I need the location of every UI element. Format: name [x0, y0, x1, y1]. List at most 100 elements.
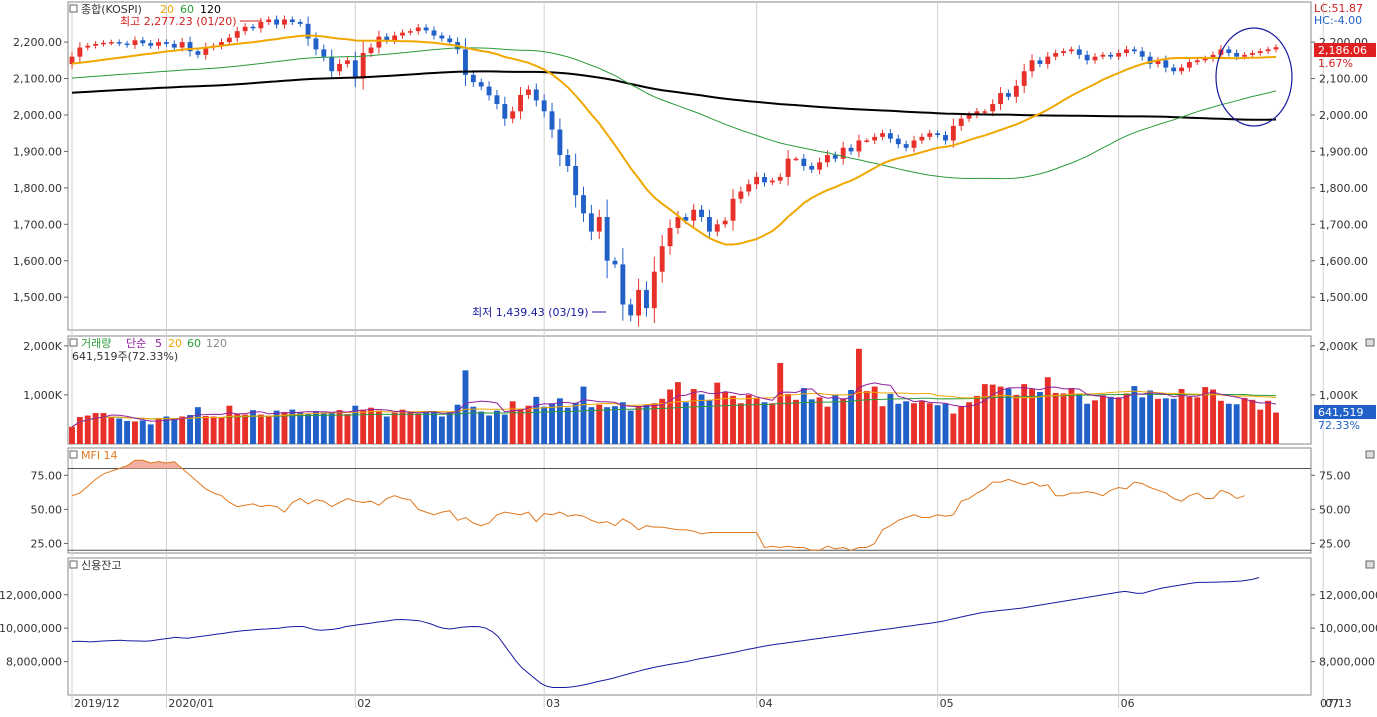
candle[interactable]: [1179, 67, 1185, 72]
candle[interactable]: [266, 19, 272, 23]
volume-bar[interactable]: [179, 416, 186, 444]
candle[interactable]: [943, 135, 948, 141]
panel-toggle-icon[interactable]: [69, 450, 78, 459]
candle[interactable]: [423, 27, 429, 31]
candle[interactable]: [1084, 54, 1090, 61]
candle[interactable]: [478, 82, 484, 87]
volume-bar[interactable]: [1194, 397, 1201, 444]
volume-bar[interactable]: [627, 410, 634, 444]
candle[interactable]: [880, 133, 885, 137]
volume-bar[interactable]: [454, 404, 461, 444]
volume-bar[interactable]: [619, 402, 626, 444]
candle[interactable]: [809, 166, 815, 170]
candle[interactable]: [769, 180, 775, 183]
candle[interactable]: [156, 42, 162, 46]
volume-bar[interactable]: [863, 390, 870, 444]
candle[interactable]: [856, 140, 862, 152]
candle[interactable]: [1037, 60, 1043, 64]
candle[interactable]: [321, 49, 327, 57]
volume-bar[interactable]: [785, 393, 792, 444]
candle[interactable]: [525, 89, 531, 95]
mfi-panel[interactable]: [68, 459, 1311, 551]
candle[interactable]: [502, 104, 508, 119]
candle[interactable]: [573, 166, 579, 196]
candle[interactable]: [675, 217, 681, 228]
candle[interactable]: [1013, 85, 1019, 97]
volume-bar[interactable]: [1249, 399, 1256, 444]
volume-bar[interactable]: [533, 396, 540, 444]
candle[interactable]: [644, 289, 649, 309]
candle[interactable]: [541, 100, 547, 112]
candle[interactable]: [148, 43, 154, 46]
volume-bar[interactable]: [1005, 388, 1012, 444]
volume-bar[interactable]: [690, 389, 697, 444]
volume-bar[interactable]: [163, 416, 170, 444]
volume-bar[interactable]: [124, 420, 131, 444]
candle[interactable]: [1186, 62, 1192, 68]
volume-bar[interactable]: [100, 413, 107, 444]
volume-bar[interactable]: [431, 411, 437, 444]
volume-bar[interactable]: [517, 408, 524, 444]
candle[interactable]: [77, 47, 83, 57]
volume-bar[interactable]: [714, 382, 721, 444]
candle[interactable]: [990, 104, 996, 112]
candle[interactable]: [289, 19, 295, 23]
volume-bar[interactable]: [682, 402, 689, 444]
candle[interactable]: [872, 136, 878, 141]
candle[interactable]: [1006, 93, 1011, 97]
volume-bar[interactable]: [958, 406, 965, 444]
volume-bar[interactable]: [840, 398, 847, 444]
volume-bar[interactable]: [1068, 388, 1075, 444]
volume-bar[interactable]: [848, 390, 854, 444]
volume-bar[interactable]: [1076, 393, 1083, 444]
volume-bar[interactable]: [808, 399, 815, 444]
volume-bar[interactable]: [391, 412, 398, 444]
volume-bar[interactable]: [1099, 395, 1106, 444]
volume-bar[interactable]: [1155, 398, 1161, 444]
candle[interactable]: [1124, 49, 1129, 54]
candle[interactable]: [1131, 49, 1137, 52]
candle[interactable]: [533, 89, 539, 101]
candle[interactable]: [368, 47, 374, 54]
candle[interactable]: [691, 209, 697, 221]
volume-bar[interactable]: [486, 415, 493, 444]
candle[interactable]: [998, 93, 1004, 105]
volume-bar[interactable]: [187, 415, 193, 444]
volume-bar[interactable]: [989, 384, 996, 444]
volume-bar[interactable]: [1210, 389, 1216, 444]
volume-bar[interactable]: [1178, 389, 1185, 444]
volume-bar[interactable]: [651, 403, 658, 444]
volume-bar[interactable]: [926, 403, 933, 444]
candle[interactable]: [1249, 53, 1255, 55]
candle[interactable]: [274, 19, 280, 25]
candle[interactable]: [1210, 54, 1216, 59]
candle[interactable]: [1273, 47, 1279, 50]
credit-legend[interactable]: 신용잔고: [69, 559, 121, 572]
volume-bar[interactable]: [966, 402, 973, 444]
candle[interactable]: [163, 42, 169, 44]
volume-bar[interactable]: [383, 416, 390, 444]
volume-bar[interactable]: [218, 417, 225, 444]
candle[interactable]: [887, 133, 893, 139]
candle[interactable]: [746, 184, 752, 192]
candle[interactable]: [352, 60, 358, 79]
candle[interactable]: [1076, 49, 1082, 55]
candle[interactable]: [958, 118, 964, 126]
candle[interactable]: [494, 95, 500, 105]
volume-bar[interactable]: [903, 401, 910, 444]
volume-bar[interactable]: [210, 416, 217, 444]
panel-toggle-icon[interactable]: [69, 338, 78, 347]
candle[interactable]: [1265, 49, 1271, 52]
candle[interactable]: [195, 51, 201, 55]
close-icon[interactable]: [1365, 338, 1375, 347]
candle[interactable]: [219, 42, 224, 46]
close-icon[interactable]: [1365, 560, 1375, 569]
candle[interactable]: [628, 304, 634, 316]
volume-bar[interactable]: [997, 386, 1004, 444]
volume-bar[interactable]: [549, 403, 555, 444]
candle[interactable]: [848, 147, 854, 152]
candle[interactable]: [895, 138, 901, 145]
candle[interactable]: [415, 27, 421, 32]
volume-bar[interactable]: [1233, 404, 1240, 444]
candle[interactable]: [1100, 54, 1106, 57]
